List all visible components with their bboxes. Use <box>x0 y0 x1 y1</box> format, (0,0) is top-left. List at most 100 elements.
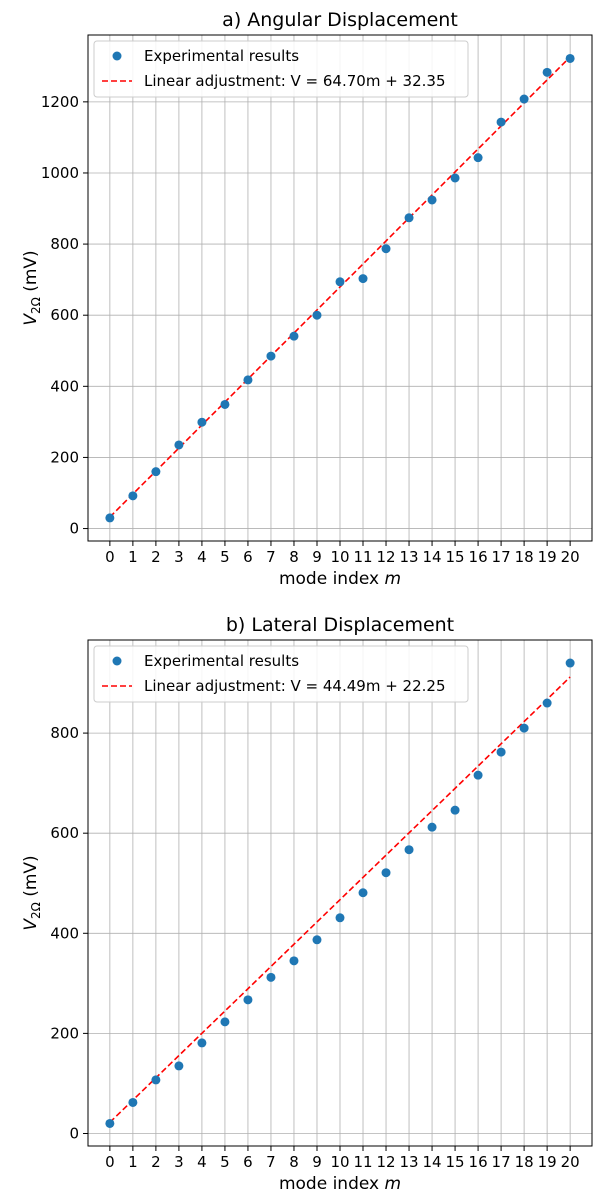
data-point <box>473 153 483 163</box>
data-point <box>542 67 552 77</box>
x-tick-label: 15 <box>446 1153 465 1171</box>
data-point <box>450 805 460 815</box>
y-tick-label: 200 <box>50 1024 79 1042</box>
x-tick-label: 11 <box>353 1153 372 1171</box>
x-tick-label: 19 <box>538 548 557 566</box>
y-tick-label: 0 <box>69 520 79 538</box>
data-point <box>266 972 276 982</box>
legend-label-fit: Linear adjustment: V = 44.49m + 22.25 <box>144 677 446 695</box>
data-point <box>312 310 322 320</box>
x-tick-label: 7 <box>266 1153 276 1171</box>
x-tick-label: 5 <box>220 1153 230 1171</box>
data-point <box>542 698 552 708</box>
x-tick-label: 1 <box>128 548 138 566</box>
fit-line <box>109 56 571 518</box>
data-point <box>358 274 368 284</box>
y-tick-label: 400 <box>50 377 79 395</box>
data-point <box>220 1017 230 1027</box>
data-point <box>496 747 506 757</box>
data-point <box>565 658 575 668</box>
x-tick-label: 10 <box>330 548 349 566</box>
x-tick-label: 13 <box>399 548 418 566</box>
data-point <box>174 1061 184 1071</box>
data-point <box>220 399 230 409</box>
chart-title: b) Lateral Displacement <box>226 614 454 636</box>
x-tick-label: 7 <box>266 548 276 566</box>
tick-marks <box>83 732 571 1151</box>
fit-line-group <box>109 56 571 518</box>
x-tick-label: 14 <box>423 548 442 566</box>
x-tick-label: 19 <box>538 1153 557 1171</box>
x-tick-label: 8 <box>289 1153 299 1171</box>
x-tick-label: 18 <box>515 1153 534 1171</box>
x-tick-label: 4 <box>197 548 207 566</box>
data-point <box>358 888 368 898</box>
data-point <box>289 956 299 966</box>
x-tick-label: 12 <box>376 1153 395 1171</box>
x-tick-label: 17 <box>492 1153 511 1171</box>
x-tick-label: 2 <box>151 1153 161 1171</box>
y-tick-label: 400 <box>50 924 79 942</box>
y-tick-label: 200 <box>50 448 79 466</box>
data-point <box>335 913 345 923</box>
x-tick-label: 3 <box>174 1153 184 1171</box>
x-tick-label: 1 <box>128 1153 138 1171</box>
data-point <box>151 467 161 477</box>
x-tick-label: 8 <box>289 548 299 566</box>
x-tick-label: 0 <box>105 1153 115 1171</box>
grid <box>88 640 592 1146</box>
legend-label-fit: Linear adjustment: V = 64.70m + 32.35 <box>144 72 446 90</box>
y-axis-label: V2Ω (mV) <box>21 250 43 325</box>
x-tick-label: 3 <box>174 548 184 566</box>
y-tick-label: 600 <box>50 824 79 842</box>
data-point <box>519 94 529 104</box>
x-tick-label: 0 <box>105 548 115 566</box>
data-point <box>289 331 299 341</box>
tick-labels: 0 1 2 3 4 5 6 7 8 9 10 11 12 13 14 15 16 17 18 19 2002004006… <box>50 724 579 1171</box>
y-tick-label: 0 <box>69 1124 79 1142</box>
legend-marker-scatter <box>112 51 122 61</box>
data-point <box>105 1118 115 1128</box>
x-axis-label: mode index m <box>279 569 401 589</box>
data-point <box>381 868 391 878</box>
legend: Experimental results Linear adjustment: … <box>93 645 469 703</box>
x-tick-label: 10 <box>330 1153 349 1171</box>
data-point <box>450 173 460 183</box>
data-point <box>335 277 345 287</box>
y-axis-label: V2Ω (mV) <box>21 855 43 930</box>
x-tick-label: 14 <box>423 1153 442 1171</box>
data-point <box>404 845 414 855</box>
x-tick-label: 6 <box>243 548 253 566</box>
x-tick-label: 18 <box>515 548 534 566</box>
x-tick-label: 9 <box>312 548 322 566</box>
legend-box <box>93 645 469 703</box>
data-point <box>496 117 506 127</box>
x-tick-label: 20 <box>561 1153 580 1171</box>
data-point <box>427 822 437 832</box>
data-point <box>128 1097 138 1107</box>
data-point <box>312 935 322 945</box>
legend-label-scatter: Experimental results <box>144 652 299 670</box>
data-point <box>243 995 253 1005</box>
y-tick-label: 1200 <box>41 93 79 111</box>
data-point <box>266 351 276 361</box>
scatter-points <box>105 658 575 1128</box>
data-point <box>151 1075 161 1085</box>
data-point <box>519 723 529 733</box>
legend-box <box>93 40 469 98</box>
x-tick-label: 9 <box>312 1153 322 1171</box>
tick-marks <box>83 101 571 546</box>
fit-line-group <box>109 676 571 1123</box>
data-point <box>427 195 437 205</box>
chart-title: a) Angular Displacement <box>222 9 458 31</box>
data-point <box>473 770 483 780</box>
legend: Experimental results Linear adjustment: … <box>93 40 469 98</box>
data-point <box>381 244 391 254</box>
x-tick-label: 6 <box>243 1153 253 1171</box>
y-tick-label: 1000 <box>41 164 79 182</box>
data-point <box>404 213 414 223</box>
fit-line <box>109 676 571 1123</box>
tick-labels: 0 1 2 3 4 5 6 7 8 9 10 11 12 13 14 15 16 17 18 19 2002004006… <box>41 93 580 566</box>
